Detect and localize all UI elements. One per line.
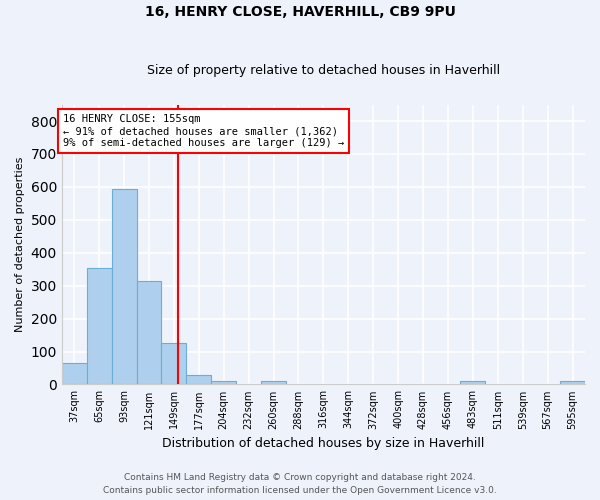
Bar	[62, 363, 87, 384]
Bar	[560, 381, 585, 384]
Bar	[187, 374, 211, 384]
Bar	[112, 188, 137, 384]
Bar	[161, 344, 187, 384]
Text: Contains HM Land Registry data © Crown copyright and database right 2024.
Contai: Contains HM Land Registry data © Crown c…	[103, 474, 497, 495]
Bar	[460, 381, 485, 384]
Y-axis label: Number of detached properties: Number of detached properties	[15, 157, 25, 332]
Bar	[137, 280, 161, 384]
Text: 16, HENRY CLOSE, HAVERHILL, CB9 9PU: 16, HENRY CLOSE, HAVERHILL, CB9 9PU	[145, 5, 455, 19]
Bar	[211, 381, 236, 384]
Text: 16 HENRY CLOSE: 155sqm
← 91% of detached houses are smaller (1,362)
9% of semi-d: 16 HENRY CLOSE: 155sqm ← 91% of detached…	[63, 114, 344, 148]
X-axis label: Distribution of detached houses by size in Haverhill: Distribution of detached houses by size …	[162, 437, 485, 450]
Bar	[261, 381, 286, 384]
Bar	[87, 268, 112, 384]
Title: Size of property relative to detached houses in Haverhill: Size of property relative to detached ho…	[147, 64, 500, 77]
